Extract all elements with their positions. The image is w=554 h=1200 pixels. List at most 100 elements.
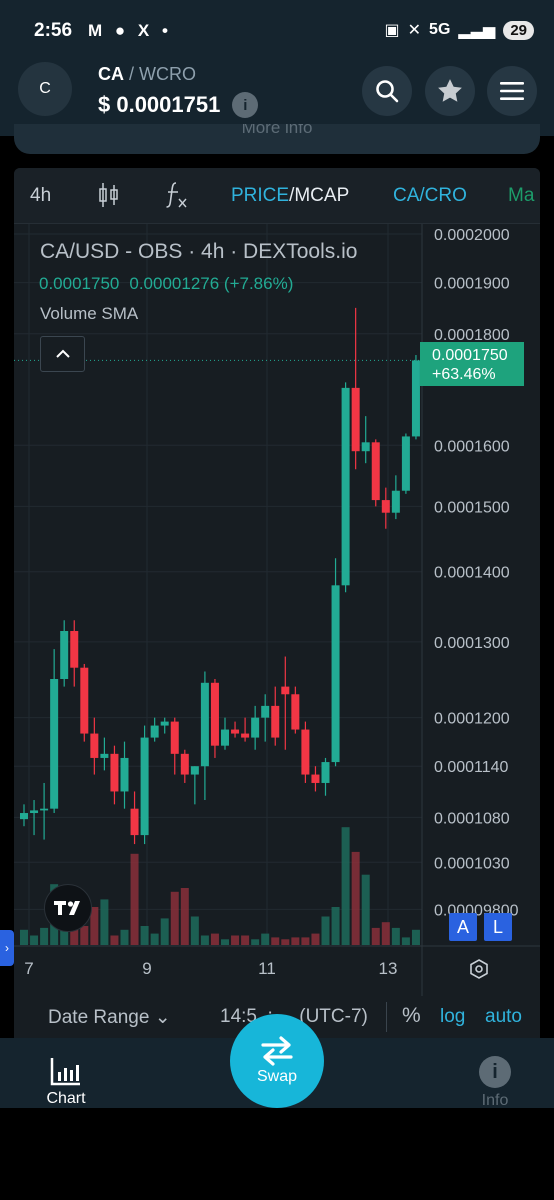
star-icon xyxy=(438,79,462,102)
volume-bar xyxy=(341,827,350,945)
swap-button[interactable]: Swap xyxy=(230,1014,324,1108)
tradingview-icon xyxy=(54,901,80,915)
auto-toggle[interactable]: auto xyxy=(485,1006,522,1027)
volume-bar xyxy=(301,937,310,945)
chart-legend-values: 0.0001750 0.00001276 (+7.86%) xyxy=(39,274,293,294)
volume-bar xyxy=(381,922,390,945)
candle-body xyxy=(271,705,280,738)
more-info-toggle[interactable]: More info xyxy=(14,124,540,154)
token-price: $ 0.0001751 i xyxy=(98,92,259,118)
nav-info[interactable]: i Info xyxy=(455,1056,535,1110)
candle-body xyxy=(311,774,320,783)
candle-body xyxy=(281,686,290,695)
pair-toggle[interactable]: CA/CRO xyxy=(393,185,467,206)
token-avatar[interactable]: C xyxy=(18,62,72,116)
token-price-value: $ 0.0001751 xyxy=(98,92,221,117)
candle-body xyxy=(401,436,410,491)
bar-chart-icon xyxy=(50,1058,80,1086)
battery-badge: 29 xyxy=(503,20,534,40)
y-tick-label: 0.0001080 xyxy=(434,810,510,827)
side-drawer-handle[interactable]: › xyxy=(0,930,14,966)
volume-bar xyxy=(190,916,199,945)
y-tick-label: 0.0002000 xyxy=(434,227,510,244)
candle-body xyxy=(20,813,28,820)
nav-chart[interactable]: Chart xyxy=(26,1056,106,1108)
x-tick-label: 9 xyxy=(142,959,151,978)
volume-bar xyxy=(351,851,360,945)
slash-label: / xyxy=(289,185,295,206)
candle-type-icon[interactable] xyxy=(98,181,120,215)
candle-body xyxy=(80,667,89,734)
more-info-label: More info xyxy=(241,124,313,137)
x-tick-label: 11 xyxy=(258,959,276,978)
candle-body xyxy=(50,678,59,809)
volume-bar xyxy=(20,929,28,945)
search-button[interactable] xyxy=(362,66,412,116)
candle-body xyxy=(30,810,39,814)
percent-toggle[interactable]: % xyxy=(402,1004,421,1027)
volume-bar xyxy=(411,929,420,945)
candle-body xyxy=(110,753,119,792)
tradingview-logo[interactable] xyxy=(44,884,92,932)
candle-body xyxy=(371,442,380,501)
chart-panel: 4h PRICE/MCAP CA/CRO Ma 0.0002000 0.00019… xyxy=(14,168,540,1038)
chevron-down-icon: ⌄ xyxy=(154,1007,171,1028)
candle-body xyxy=(60,631,69,679)
candle-body xyxy=(40,808,49,811)
notification-icons: M ● X • xyxy=(88,21,172,40)
volume-bar xyxy=(271,937,280,945)
volume-bar xyxy=(100,899,109,945)
system-nav-area xyxy=(0,1108,554,1200)
date-range-button[interactable]: Date Range ⌄ xyxy=(48,1006,171,1029)
interval-selector[interactable]: 4h xyxy=(30,185,52,206)
volume-sma-label: Volume SMA xyxy=(40,304,139,323)
x-tick-label: 13 xyxy=(379,959,398,978)
y-tick-label: 0.0001200 xyxy=(434,711,510,728)
volume-bar xyxy=(281,939,290,945)
info-nav-icon: i xyxy=(479,1056,511,1088)
volume-bar xyxy=(140,926,149,945)
volume-bar xyxy=(180,888,189,945)
candle-body xyxy=(261,705,270,718)
candle-body xyxy=(170,721,179,754)
info-icon[interactable]: i xyxy=(232,92,259,118)
volume-bar xyxy=(391,927,400,945)
volume-bar xyxy=(401,937,410,945)
candle-body xyxy=(241,733,250,738)
favorite-button[interactable] xyxy=(425,66,475,116)
volume-bar xyxy=(231,935,240,945)
status-bar: 2:56 M ● X • ▣ ✕ 5G ▂▃▅ 29 xyxy=(0,0,554,50)
nav-chart-label: Chart xyxy=(46,1090,86,1107)
candle-body xyxy=(251,717,260,738)
price-mcap-toggle[interactable]: PRICE/MCAP xyxy=(231,185,349,207)
collapse-legend-button[interactable] xyxy=(40,336,85,372)
max-button[interactable]: Ma xyxy=(508,185,535,206)
volume-bar xyxy=(160,918,169,945)
chart-settings-button[interactable] xyxy=(468,958,490,985)
candle-body xyxy=(100,753,109,758)
status-time: 2:56 xyxy=(34,20,73,41)
log-toggle[interactable]: log xyxy=(440,1006,466,1027)
indicators-icon[interactable] xyxy=(164,180,190,216)
signal-icon: ▂▃▅ xyxy=(458,22,496,39)
swap-arrows-icon xyxy=(261,1036,293,1066)
candle-body xyxy=(120,757,129,792)
log-scale-a-button[interactable]: A xyxy=(449,913,477,941)
menu-button[interactable] xyxy=(487,66,537,116)
last-price-tag-value: 0.0001750 xyxy=(432,347,508,364)
volume-bar xyxy=(371,927,380,945)
nav-info-label: Info xyxy=(481,1092,509,1109)
y-tick-label: 0.0001030 xyxy=(434,855,510,872)
candle-body xyxy=(351,387,360,452)
hamburger-icon xyxy=(500,82,524,100)
y-tick-label: 0.0001140 xyxy=(434,759,509,776)
volume-bar xyxy=(331,907,340,945)
volume-bar xyxy=(291,937,300,945)
candle-body xyxy=(160,721,169,726)
hexagon-settings-icon xyxy=(470,959,488,979)
y-tick-label: 0.0001400 xyxy=(434,565,510,582)
volume-bar xyxy=(120,929,129,945)
volume-bar xyxy=(170,891,179,945)
lock-scale-l-button[interactable]: L xyxy=(484,913,512,941)
volume-bar xyxy=(221,939,229,945)
